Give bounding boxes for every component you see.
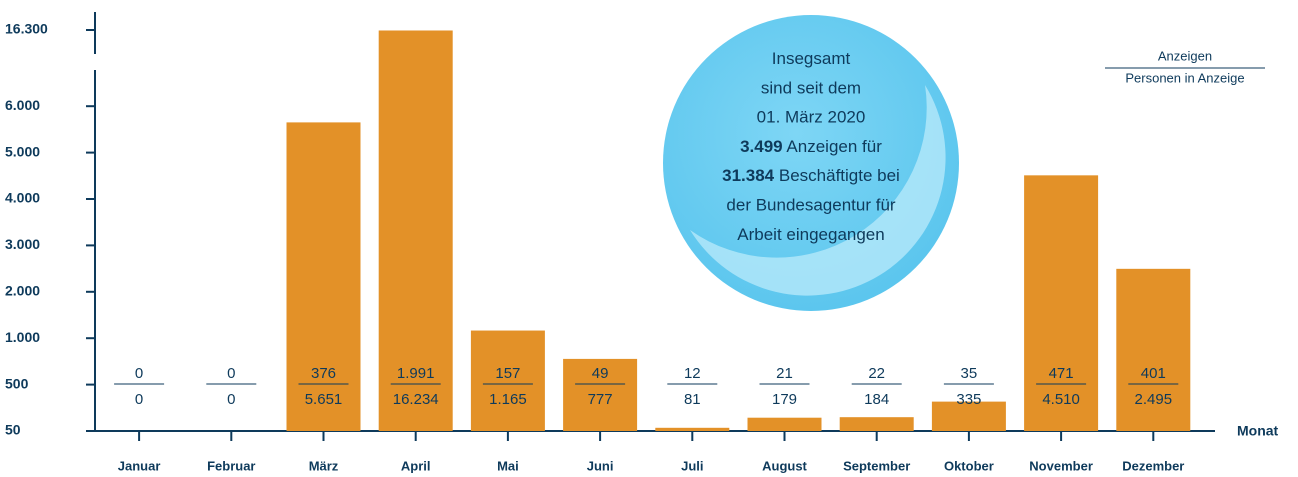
annotation-text: Insegsamt	[772, 49, 851, 68]
legend-top: Anzeigen	[1158, 48, 1212, 63]
annotation-text: 01. März 2020	[757, 108, 866, 127]
y-tick-label: 6.000	[5, 97, 40, 113]
annotation-line: sind seit dem	[761, 79, 861, 98]
annotation-text: Beschäftigte bei	[774, 167, 900, 186]
bar	[1116, 268, 1191, 431]
data-label-bottom: 335	[956, 391, 981, 408]
data-label-bottom: 1.165	[489, 391, 527, 408]
data-label-bottom: 0	[135, 391, 143, 408]
data-label-bottom: 777	[588, 391, 613, 408]
data-label-top: 22	[868, 365, 885, 382]
bubble-highlight	[690, 85, 946, 296]
x-tick-label: Februar	[207, 458, 255, 473]
data-label-bottom: 5.651	[305, 391, 343, 408]
bar	[747, 417, 822, 431]
bar	[839, 417, 914, 431]
legend-bottom: Personen in Anzeige	[1125, 70, 1244, 85]
data-label-top: 0	[227, 365, 235, 382]
x-tick-label: März	[309, 458, 339, 473]
annotation-line: 01. März 2020	[757, 108, 866, 127]
y-tick-label: 5.000	[5, 143, 40, 159]
data-label-bottom: 4.510	[1042, 391, 1080, 408]
annotation-line: Insegsamt	[772, 49, 851, 68]
data-label-top: 35	[961, 365, 978, 382]
data-label-top: 376	[311, 365, 336, 382]
annotation-line: 31.384 Beschäftigte bei	[722, 167, 900, 186]
data-label-top: 12	[684, 365, 701, 382]
bar	[655, 427, 730, 431]
data-label-top: 1.991	[397, 365, 435, 382]
annotation-text: 3.499	[740, 137, 783, 156]
data-label-bottom: 81	[684, 391, 701, 408]
y-tick-label: 50	[5, 422, 21, 438]
x-tick-label: September	[843, 458, 910, 473]
annotation-text: sind seit dem	[761, 79, 861, 98]
y-tick-label: 4.000	[5, 190, 40, 206]
x-tick-label: November	[1029, 458, 1093, 473]
data-label-top: 49	[592, 365, 609, 382]
x-tick-label: Januar	[118, 458, 161, 473]
y-tick-label: 16.300	[5, 21, 48, 37]
x-tick-label: Juni	[587, 458, 614, 473]
data-label-top: 401	[1141, 365, 1166, 382]
bar	[286, 122, 361, 431]
x-tick-label: April	[401, 458, 431, 473]
annotation-text: Anzeigen für	[783, 137, 883, 156]
bar	[1024, 175, 1099, 431]
bar	[563, 358, 638, 431]
annotation-line: der Bundesagentur für	[726, 196, 896, 215]
annotation-text: 31.384	[722, 167, 775, 186]
annotation-line: Arbeit eingegangen	[737, 225, 884, 244]
data-label-top: 21	[776, 365, 793, 382]
annotation-text: Arbeit eingegangen	[737, 225, 884, 244]
y-tick-label: 500	[5, 375, 29, 391]
x-tick-label: Mai	[497, 458, 519, 473]
data-label-bottom: 16.234	[393, 391, 439, 408]
x-axis-label: Monat	[1237, 423, 1279, 439]
bar	[470, 330, 545, 431]
data-label-top: 157	[495, 365, 520, 382]
x-tick-label: August	[762, 458, 807, 473]
x-tick-label: Dezember	[1122, 458, 1184, 473]
y-tick-label: 2.000	[5, 283, 40, 299]
x-tick-label: Oktober	[944, 458, 994, 473]
data-label-bottom: 179	[772, 391, 797, 408]
annotation-line: 3.499 Anzeigen für	[740, 137, 882, 156]
data-label-top: 0	[135, 365, 143, 382]
bar	[931, 401, 1006, 431]
data-label-bottom: 184	[864, 391, 889, 408]
annotation-text: der Bundesagentur für	[726, 196, 896, 215]
y-tick-label: 1.000	[5, 329, 40, 345]
y-tick-label: 3.000	[5, 236, 40, 252]
bar	[378, 30, 453, 431]
data-label-bottom: 2.495	[1135, 391, 1173, 408]
x-tick-label: Juli	[681, 458, 703, 473]
legend: Anzeigen Personen in Anzeige	[1105, 48, 1265, 85]
data-label-top: 471	[1049, 365, 1074, 382]
data-label-bottom: 0	[227, 391, 235, 408]
